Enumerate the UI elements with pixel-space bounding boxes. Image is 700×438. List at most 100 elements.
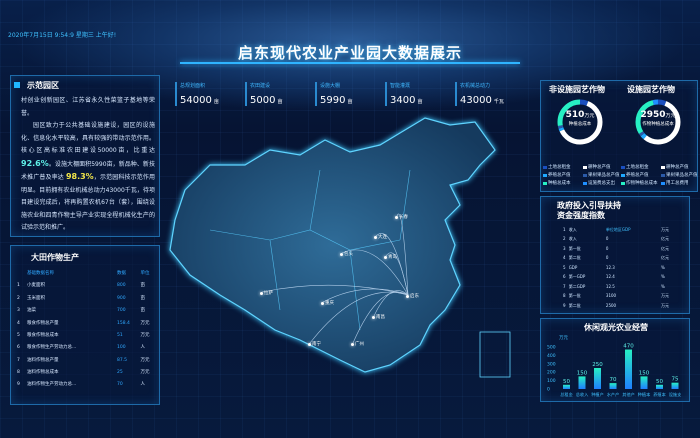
stat-unit: 亩 (213, 99, 219, 105)
legend-item: 土地总租金 (621, 163, 661, 171)
city-marker[interactable]: 启东 (406, 293, 419, 299)
x-tick-label: 其他产 (622, 391, 635, 398)
cell-unit: 亩 (140, 295, 146, 301)
table-cell: % (661, 274, 665, 280)
table-row: 4 粮食作物总产量 158.4 万元 (17, 318, 157, 330)
legend-item: 种植总成本 (543, 179, 583, 187)
city-marker[interactable]: 包头 (340, 251, 353, 257)
cell-value: 900 (117, 295, 126, 301)
table-cell: 第一批 (568, 293, 581, 299)
city-marker[interactable]: 大连 (374, 234, 387, 240)
stat-card: 设施大棚 5990 亩 (315, 82, 377, 106)
city-marker[interactable]: 南昌 (372, 314, 385, 320)
table-cell: 0 (605, 245, 609, 251)
table-cell: 第二批 (568, 255, 581, 261)
legend-item: 土地总租金 (543, 163, 583, 171)
donut-title: 设施园艺作物 (627, 85, 675, 94)
city-dot-icon (308, 342, 311, 346)
gov-table: 1 收入 单位地区GDP 万元 2 收入 0 亿元 3 第一批 0 亿元 4 第二批 0 亿元 5 GDP 12.3… (563, 225, 679, 311)
table-row: 8 第一批 3100 万元 (563, 292, 679, 302)
legend-label: 用工总费用 (666, 181, 689, 186)
legend-swatch-icon (543, 181, 547, 185)
table-row: 3 第一批 0 亿元 (563, 244, 679, 254)
stat-card: 智能灌溉 3400 亩 (385, 82, 447, 106)
city-dot-icon (351, 342, 354, 346)
table-cell: 亿元 (661, 245, 670, 251)
cell-idx: 8 (17, 370, 20, 376)
route-line (341, 249, 409, 296)
legend-label: 耕种总产值 (588, 165, 611, 170)
city-marker[interactable]: 青岛 (384, 254, 397, 260)
leisure-agri-panel: 休闲观光农业经营 万元 0 100 200 300 400 500 50 总租金 150 总收入 25… (540, 318, 690, 402)
city-marker[interactable]: 长春 (395, 214, 408, 220)
donut-title: 非设施园艺作物 (549, 85, 605, 94)
city-dot-icon (374, 235, 377, 239)
city-marker[interactable]: 拉萨 (260, 290, 273, 296)
cell-name: 粮食作物生产劳动力总... (27, 345, 77, 351)
y-tick-label: 500 (547, 345, 556, 351)
cell-value: 25 (117, 370, 123, 376)
bar-value-label: 50 (563, 379, 570, 385)
route-line (352, 291, 409, 344)
cell-unit: 万元 (140, 370, 150, 376)
table-cell: % (661, 283, 665, 289)
stat-label: 智能灌溉 (390, 83, 411, 89)
text-c: 。设施大棚面积5990亩，新品种、新技术推广普及率达 (21, 160, 155, 182)
legend-swatch-icon (583, 173, 587, 177)
panel-title: 政府投入引导扶持 资金强度指数 (557, 201, 621, 221)
table-cell: 2500 (605, 302, 617, 308)
city-marker[interactable]: 南宁 (308, 341, 321, 347)
donut-segment (635, 99, 681, 145)
stat-label: 农田建设 (250, 83, 271, 89)
china-map[interactable] (150, 110, 530, 410)
y-tick-label: 0 (547, 387, 550, 393)
cell-unit: 亩 (140, 283, 146, 289)
bar (594, 368, 601, 389)
city-label: 大连 (378, 235, 387, 240)
city-dot-icon (384, 255, 387, 259)
cell-unit: 万元 (140, 320, 150, 326)
cell-name: 油菜 (27, 308, 36, 314)
table-row: 3 油菜 700 亩 (17, 305, 157, 317)
legend-item: 果树果品总产值 (661, 171, 698, 179)
city-label: 广州 (355, 342, 364, 347)
table-row: 6 粮食作物生产劳动力总... 100 人 (17, 342, 157, 354)
stat-value-wrap: 43000 千瓦 (460, 95, 517, 106)
bar (625, 349, 632, 389)
table-row: 7 第二GDP 12.5% (563, 282, 679, 292)
stat-value-wrap: 5000 亩 (250, 95, 307, 106)
legend-item: 耕种总产值 (661, 163, 698, 171)
table-row: 9 第二批 2500 万元 (563, 301, 679, 311)
legend-item: 果树果品总产值 (583, 171, 620, 179)
legend-label: 养殖总产值 (548, 173, 571, 178)
cell-name: 粮食作物总成本 (27, 332, 59, 338)
table-cell: 1 (563, 226, 566, 232)
bar (578, 376, 586, 389)
cell-unit: 人 (140, 345, 146, 351)
table-cell: 12.4 (605, 274, 615, 280)
route-line (309, 291, 409, 344)
cell-unit: 万元 (140, 357, 150, 363)
x-tick-label: 种植产 (591, 391, 604, 398)
city-marker[interactable]: 重庆 (321, 300, 334, 306)
horticulture-panel: 非设施园艺作物 510万元 种植总成本 土地总租金 耕种总产值 养殖总产值 果树果品总产值种… (540, 80, 698, 192)
x-tick-label: 种植本 (638, 391, 651, 398)
table-cell: 单位地区GDP (605, 226, 631, 232)
table-cell: 6 (563, 274, 566, 280)
cell-idx: 1 (17, 283, 20, 289)
cell-value: 70 (117, 382, 123, 388)
city-dot-icon (340, 252, 343, 256)
city-dot-icon (406, 294, 409, 298)
table-row: 7 油料作物总产量 87.5 万元 (17, 355, 157, 367)
bar-value-label: 75 (672, 377, 679, 383)
donut-legend: 土地总租金 耕种总产值 养殖总产值 果树果品总产值 作物种植总成本 用工总费用 (621, 163, 698, 187)
y-axis-label: 万元 (559, 335, 568, 341)
stat-value-wrap: 3400 亩 (390, 95, 447, 106)
province-borders (209, 169, 411, 331)
bar-chart: 万元 0 100 200 300 400 500 50 总租金 150 总收入 250 种植产 70 水产产… (547, 335, 682, 398)
cell-name: 小麦面积 (27, 283, 45, 289)
stat-value-wrap: 54000 亩 (180, 95, 237, 106)
city-dot-icon (372, 315, 375, 319)
city-marker[interactable]: 广州 (351, 341, 364, 347)
stat-value: 5000 (250, 95, 276, 106)
